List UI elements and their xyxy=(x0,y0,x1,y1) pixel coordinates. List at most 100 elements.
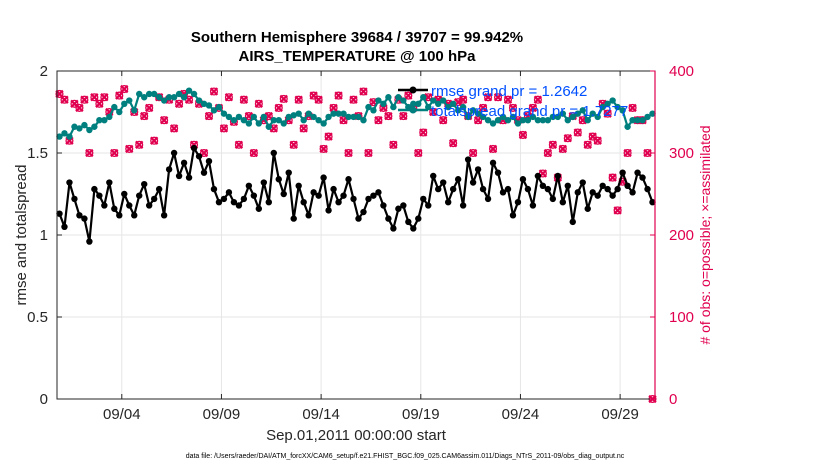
rmse-point xyxy=(639,174,646,181)
totalspread-point xyxy=(155,94,163,101)
totalspread-point xyxy=(375,97,382,104)
y-right-tick-label: 400 xyxy=(669,63,694,80)
totalspread-point xyxy=(420,94,427,101)
totalspread-point xyxy=(619,107,626,114)
totalspread-point xyxy=(449,100,457,108)
y-axis-right-label: # of obs: o=possible; ×=assimilated xyxy=(697,125,713,344)
obs-possible-point xyxy=(479,103,488,112)
totalspread-point xyxy=(494,117,502,124)
obs-possible-point xyxy=(299,124,308,133)
totalspread-point xyxy=(564,117,571,124)
totalspread-point xyxy=(410,100,417,108)
totalspread-point xyxy=(440,97,447,104)
rmse-point xyxy=(469,179,477,186)
totalspread-point xyxy=(345,113,352,121)
totalspread-point xyxy=(255,120,263,127)
obs-assimilated-point xyxy=(234,140,244,149)
obs-assimilated-point xyxy=(488,144,498,154)
rmse-point xyxy=(116,212,123,219)
totalspread-point xyxy=(285,113,292,121)
rmse-point xyxy=(385,215,392,222)
legend-spread-label: totalspread grand pr = 1.7277 xyxy=(431,103,628,120)
chart-title-line2: AIRS_TEMPERATURE @ 100 hPa xyxy=(239,48,477,65)
rmse-point xyxy=(514,199,522,206)
obs-assimilated-point xyxy=(349,95,358,104)
obs-possible-point xyxy=(359,87,368,96)
totalspread-point xyxy=(644,113,651,121)
totalspread-point xyxy=(240,117,248,124)
totalspread-point xyxy=(175,90,183,98)
rmse-point xyxy=(200,169,208,176)
rmse-point xyxy=(210,185,218,193)
rmse-point xyxy=(644,185,651,193)
obs-assimilated-point xyxy=(120,84,129,94)
totalspread-point xyxy=(185,87,193,94)
obs-assimilated-point xyxy=(85,148,94,158)
obs-possible-point xyxy=(309,91,318,100)
obs-possible-point xyxy=(140,112,149,121)
obs-possible-point xyxy=(533,95,542,104)
obs-possible-point xyxy=(95,99,104,108)
totalspread-point xyxy=(574,110,581,117)
rmse-point xyxy=(56,210,63,217)
y-left-tick-label: 2 xyxy=(40,63,48,80)
rmse-point xyxy=(106,179,113,186)
totalspread-point xyxy=(250,113,258,121)
obs-assimilated-point xyxy=(578,116,587,125)
totalspread-point xyxy=(579,107,586,114)
totalspread-point xyxy=(200,100,208,108)
rmse-point xyxy=(509,212,517,219)
totalspread-point xyxy=(400,97,407,104)
obs-assimilated-point xyxy=(548,140,558,149)
rmse-point xyxy=(315,192,322,199)
obs-assimilated-point xyxy=(533,95,543,104)
totalspread-point xyxy=(101,117,108,124)
rmse-point xyxy=(370,192,377,199)
obs-assimilated-point xyxy=(364,148,373,158)
rmse-point xyxy=(175,172,183,180)
rmse-point xyxy=(76,212,83,219)
obs-possible-point xyxy=(234,140,243,149)
totalspread-point xyxy=(190,90,198,98)
rmse-point xyxy=(474,166,482,173)
obs-possible-point xyxy=(558,144,567,153)
rmse-point xyxy=(225,189,233,196)
obs-possible-point xyxy=(389,140,398,149)
rmse-point xyxy=(250,192,258,199)
totalspread-point xyxy=(170,94,178,101)
obs-assimilated-point xyxy=(100,93,109,102)
obs-possible-point xyxy=(224,93,233,102)
obs-assimilated-point xyxy=(80,95,89,104)
obs-assimilated-point xyxy=(543,148,553,158)
totalspread-point xyxy=(509,113,517,121)
x-tick-label: 09/29 xyxy=(601,406,639,423)
rmse-point xyxy=(400,202,407,209)
rmse-point xyxy=(136,192,143,199)
rmse-point xyxy=(375,189,382,196)
rmse-point xyxy=(330,185,337,193)
rmse-point xyxy=(165,166,173,173)
legend: rmse grand pr = 1.2642 totalspread grand… xyxy=(398,83,628,120)
obs-possible-point xyxy=(155,93,164,102)
totalspread-point xyxy=(290,112,297,119)
obs-assimilated-point xyxy=(503,95,513,104)
obs-assimilated-point xyxy=(95,99,104,108)
series-totalspread xyxy=(56,87,656,140)
obs-assimilated-point xyxy=(603,109,612,118)
totalspread-point xyxy=(604,100,611,108)
obs-possible-point xyxy=(199,148,209,158)
totalspread-point xyxy=(380,100,387,108)
rmse-point xyxy=(584,205,591,212)
rmse-point xyxy=(190,144,198,152)
rmse-point xyxy=(270,149,277,157)
obs-possible-point xyxy=(429,107,438,117)
obs-possible-point xyxy=(628,103,637,112)
totalspread-point xyxy=(141,94,148,101)
obs-possible-point xyxy=(399,112,408,121)
obs-assimilated-point xyxy=(344,148,353,158)
totalspread-point xyxy=(150,90,158,98)
obs-possible-point xyxy=(160,116,169,125)
rmse-point xyxy=(240,195,248,203)
rmse-point xyxy=(86,238,93,245)
totalspread-point xyxy=(235,113,243,121)
